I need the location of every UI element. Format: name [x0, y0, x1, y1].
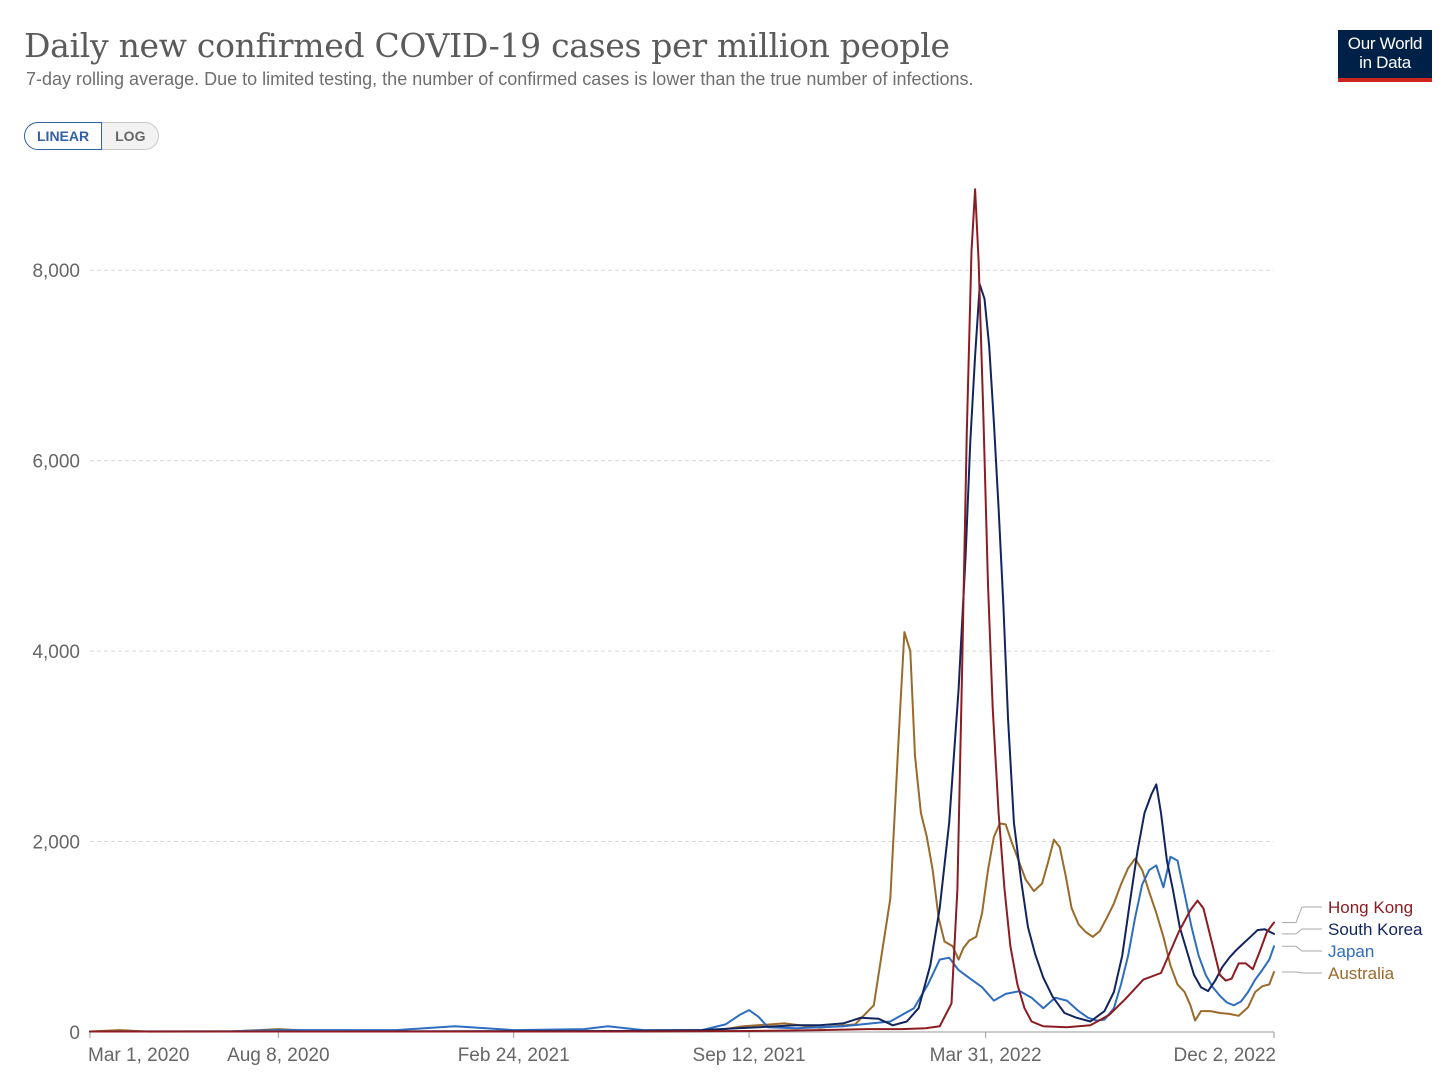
legend-item-south-korea[interactable]: South Korea	[1282, 920, 1423, 939]
legend-connector	[1282, 906, 1322, 923]
x-tick-label: Feb 24, 2021	[458, 1045, 570, 1066]
legend-connector	[1282, 928, 1322, 935]
series-line-south-korea[interactable]	[89, 283, 1275, 1033]
x-tick-label: Mar 31, 2022	[930, 1045, 1042, 1066]
legend-label: South Korea	[1328, 920, 1423, 939]
chart-subtitle: 7-day rolling average. Due to limited te…	[26, 69, 974, 89]
y-tick-label: 2,000	[32, 833, 80, 854]
legend-item-japan[interactable]: Japan	[1282, 942, 1374, 961]
scale-toggle: LINEAR LOG	[24, 122, 160, 150]
series-line-australia[interactable]	[89, 631, 1275, 1033]
legend-connector	[1282, 945, 1322, 952]
y-tick-label: 8,000	[32, 261, 80, 282]
legend-item-australia[interactable]: Australia	[1282, 964, 1395, 983]
y-tick-label: 0	[69, 1023, 80, 1044]
legend-connector	[1282, 971, 1322, 974]
legend-layer: Hong Kong South Korea Japan Australia	[1282, 898, 1423, 983]
logo-line-1: Our World	[1347, 34, 1423, 53]
linear-scale-button[interactable]: LINEAR	[24, 122, 103, 150]
legend-item-hong-kong[interactable]: Hong Kong	[1282, 898, 1413, 923]
owid-logo[interactable]: Our World in Data	[1338, 30, 1432, 82]
chart-title: Daily new confirmed COVID-19 cases per m…	[24, 26, 950, 65]
series-line-japan[interactable]	[89, 855, 1275, 1033]
x-tick-label: Dec 2, 2022	[1174, 1045, 1276, 1066]
x-tick-label: Aug 8, 2020	[227, 1045, 329, 1066]
logo-line-2: in Data	[1359, 53, 1411, 72]
legend-label: Australia	[1328, 964, 1395, 983]
legend-label: Japan	[1328, 942, 1374, 961]
x-tick-label: Sep 12, 2021	[693, 1045, 806, 1066]
series-layer	[89, 188, 1275, 1033]
x-tick-label: Mar 1, 2020	[88, 1045, 189, 1066]
legend-label: Hong Kong	[1328, 898, 1413, 917]
grid-layer	[90, 269, 1274, 843]
y-tick-label: 4,000	[32, 642, 80, 663]
axis-layer: 0 2,000 4,000 6,000 8,000 Mar 1, 2020 Aug 8, 2…	[32, 261, 1276, 1066]
y-tick-label: 6,000	[32, 452, 80, 473]
log-scale-button[interactable]: LOG	[102, 122, 160, 150]
series-line-hong-kong[interactable]	[89, 188, 1275, 1033]
